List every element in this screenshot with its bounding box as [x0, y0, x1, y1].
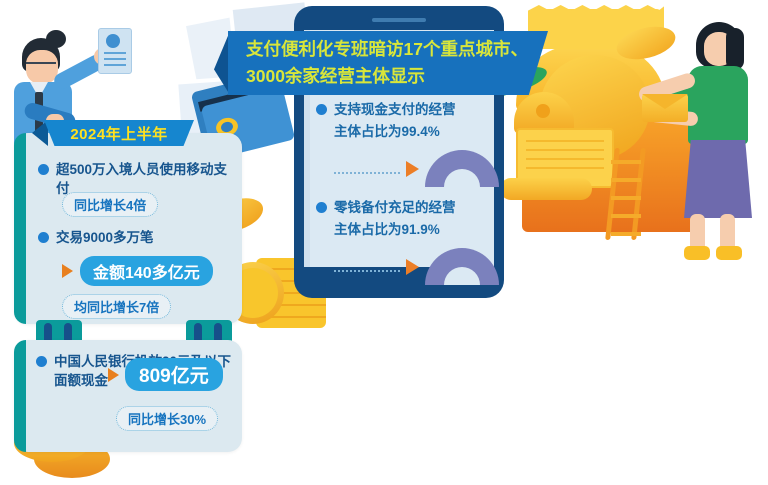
left-item-2-tag: 均同比增长7倍 — [62, 294, 172, 319]
left-card-top — [14, 133, 242, 324]
bullet-dot-icon — [316, 202, 327, 213]
left-item-2-text: 交易9000多万笔 — [56, 230, 154, 245]
phone-stat-1: 支持现金支付的经营 — [316, 100, 496, 120]
arrow-triangle-icon — [62, 264, 73, 278]
id-card-lines — [104, 52, 126, 68]
woman-shoe-right — [716, 246, 742, 260]
left-bottom-highlight: 809亿元 — [125, 358, 223, 391]
bullet-dot-icon — [38, 232, 49, 243]
phone-stat-2-value: 91.9% — [401, 222, 440, 237]
man-hair-bun — [46, 30, 66, 48]
scroll-lines — [526, 140, 604, 176]
ingot-knob — [536, 104, 550, 118]
phone-stat-2-label: 零钱备付充足的经营 — [334, 200, 456, 215]
phone-stat-1-value: 99.4% — [401, 124, 440, 139]
dotted-connector — [334, 269, 400, 272]
scroll-roll — [500, 178, 592, 200]
phone-screen-gutter — [304, 30, 310, 267]
arrow-triangle-icon — [108, 367, 119, 382]
woman-figure — [637, 22, 768, 260]
left-item-2-highlight: 金额140多亿元 — [80, 256, 213, 286]
year-banner: 2024年上半年 — [44, 120, 194, 146]
right-illustration — [490, 0, 768, 260]
left-item-1: 超500万入境人员使用移动支付 — [38, 160, 238, 198]
man-face — [26, 50, 58, 84]
phone-stat-2-label2: 主体占比为 — [334, 222, 402, 237]
left-item-2: 交易9000多万笔 — [38, 228, 238, 247]
phone-stat-1-label: 支持现金支付的经营 — [334, 102, 456, 117]
woman-skirt — [684, 140, 752, 218]
phone-stat-2-gauge-row — [334, 248, 499, 285]
id-card-photo — [106, 34, 120, 48]
left-item-1-tag-wrap: 同比增长4倍 — [62, 192, 159, 217]
woman-shirt — [688, 66, 748, 144]
left-item-2-highlight-wrap: 金额140多亿元 — [62, 256, 213, 286]
man-glasses — [26, 62, 56, 72]
left-item-2-tag-wrap: 均同比增长7倍 — [62, 294, 172, 319]
title-line-1: 支付便利化专班暗访17个重点城市、 — [246, 39, 528, 59]
woman-hair-side — [726, 28, 744, 70]
phone-stat-1-gauge-row — [334, 150, 499, 187]
title-banner: 支付便利化专班暗访17个重点城市、 3000余家经营主体显示 — [228, 31, 548, 95]
left-bottom-highlight-wrap: 809亿元 — [108, 358, 223, 391]
bullet-dot-icon — [38, 164, 49, 175]
phone-stat-2: 零钱备付充足的经营 — [316, 198, 496, 218]
year-banner-label: 2024年上半年 — [70, 125, 168, 143]
woman-leg-left — [690, 214, 705, 254]
phone-stat-2-value-row: 主体占比为 91.9% — [334, 220, 440, 240]
phone-stat-1-label2: 主体占比为 — [334, 124, 402, 139]
phone-stat-1-value-row: 主体占比为 99.4% — [334, 122, 440, 142]
arrow-triangle-icon — [406, 258, 419, 275]
left-bottom-tag-wrap: 同比增长30% — [116, 406, 219, 431]
left-item-1-tag: 同比增长4倍 — [62, 192, 159, 217]
left-card-top-edge — [14, 133, 26, 324]
gauge-arc-2 — [425, 248, 499, 285]
woman-leg-right — [720, 214, 735, 254]
left-bottom-tag: 同比增长30% — [116, 406, 219, 431]
bullet-dot-icon — [36, 356, 47, 367]
bullet-dot-icon — [316, 104, 327, 115]
gauge-arc-1 — [425, 150, 499, 187]
chest-lid-zigzag — [528, 5, 664, 19]
title-line-2: 3000余家经营主体显示 — [246, 66, 425, 86]
woman-shoe-left — [684, 246, 710, 260]
left-item-1-text: 超500万入境人员使用移动支付 — [56, 162, 228, 196]
ladder — [605, 148, 646, 240]
dotted-connector — [334, 171, 400, 174]
phone-speaker-icon — [372, 18, 426, 22]
arrow-triangle-icon — [406, 160, 419, 177]
left-card-bottom-edge — [14, 340, 26, 452]
